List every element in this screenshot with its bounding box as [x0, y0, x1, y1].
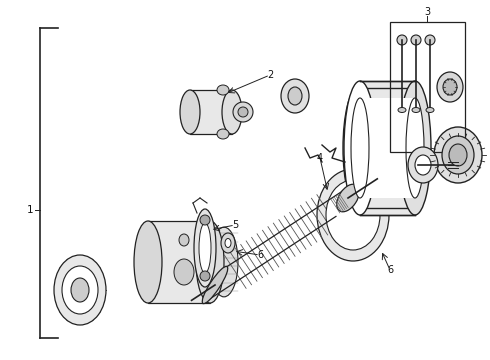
Bar: [148, 221, 210, 303]
Ellipse shape: [194, 209, 216, 287]
Bar: [358, 88, 413, 208]
Ellipse shape: [443, 79, 457, 95]
Bar: [360, 81, 415, 215]
Ellipse shape: [343, 88, 373, 208]
Ellipse shape: [199, 223, 211, 273]
Ellipse shape: [180, 90, 200, 134]
Circle shape: [425, 35, 435, 45]
Ellipse shape: [217, 85, 229, 95]
Ellipse shape: [426, 108, 434, 112]
Ellipse shape: [288, 87, 302, 105]
Ellipse shape: [174, 259, 194, 285]
Ellipse shape: [337, 184, 359, 212]
Bar: [190, 90, 232, 134]
Ellipse shape: [434, 127, 482, 183]
Ellipse shape: [398, 88, 428, 208]
Ellipse shape: [71, 278, 89, 302]
Bar: [360, 81, 415, 215]
Text: 6: 6: [257, 250, 263, 260]
Ellipse shape: [349, 103, 367, 193]
Ellipse shape: [406, 98, 424, 198]
Ellipse shape: [351, 98, 369, 198]
Ellipse shape: [399, 81, 431, 215]
Text: 4: 4: [317, 153, 323, 163]
Ellipse shape: [54, 255, 106, 325]
Text: 6: 6: [387, 265, 393, 275]
Ellipse shape: [210, 227, 238, 297]
Ellipse shape: [344, 81, 376, 215]
Ellipse shape: [437, 72, 463, 102]
Ellipse shape: [442, 136, 474, 174]
Circle shape: [411, 35, 421, 45]
Text: 5: 5: [232, 220, 238, 230]
Ellipse shape: [408, 147, 438, 183]
Text: 1: 1: [26, 205, 33, 215]
Ellipse shape: [449, 144, 467, 166]
Ellipse shape: [196, 221, 224, 303]
Text: 3: 3: [424, 7, 430, 17]
Ellipse shape: [398, 108, 406, 112]
Ellipse shape: [326, 180, 380, 250]
Ellipse shape: [62, 266, 98, 314]
Bar: [361, 98, 414, 198]
Circle shape: [200, 215, 210, 225]
Circle shape: [233, 102, 253, 122]
Ellipse shape: [221, 233, 235, 253]
Ellipse shape: [134, 221, 162, 303]
Ellipse shape: [202, 266, 228, 303]
Circle shape: [200, 271, 210, 281]
Ellipse shape: [317, 169, 389, 261]
Ellipse shape: [179, 234, 189, 246]
Bar: [390, 22, 465, 152]
Circle shape: [397, 35, 407, 45]
Ellipse shape: [222, 90, 242, 134]
Circle shape: [238, 107, 248, 117]
Ellipse shape: [281, 79, 309, 113]
Ellipse shape: [412, 108, 420, 112]
Ellipse shape: [225, 238, 231, 248]
Ellipse shape: [415, 155, 431, 175]
Text: 2: 2: [267, 70, 273, 80]
Ellipse shape: [217, 129, 229, 139]
Ellipse shape: [404, 103, 422, 193]
